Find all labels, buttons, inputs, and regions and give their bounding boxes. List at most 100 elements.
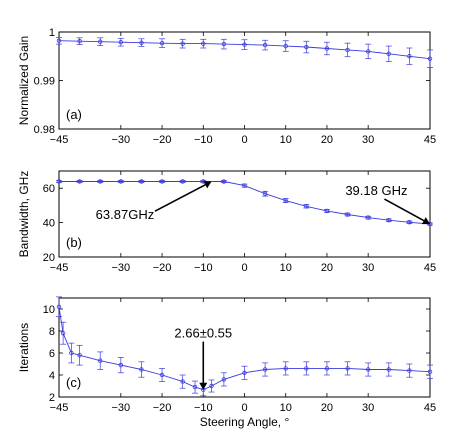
data-point [118,362,124,368]
x-tick-label: −30 [111,262,130,274]
data-point [283,198,288,203]
x-axis-label: Steering Angle, ° [200,415,290,429]
data-point [77,353,82,358]
data-point [427,56,433,61]
y-tick-label: 40 [43,218,55,230]
y-tick-label: 10 [43,304,55,316]
data-point [262,191,268,196]
x-tick-label: 0 [241,402,247,414]
data-point [221,179,227,184]
data-point [98,39,103,44]
y-tick-label: 20 [43,252,55,264]
data-point [304,204,309,209]
data-point [180,41,185,46]
data-point [221,377,227,382]
x-tick-label: −10 [194,262,213,274]
x-tick-label: 0 [241,134,247,146]
data-point [139,179,144,184]
data-point [345,366,350,371]
data-point [407,220,412,225]
data-point [56,304,62,309]
y-tick-label: 8 [49,326,55,338]
data-point [139,40,144,45]
annotation-label: 2.66±0.55 [174,326,232,341]
x-tick-label: −30 [111,134,130,146]
x-tick-label: −20 [153,262,172,274]
data-point [98,179,103,184]
data-point [386,367,391,372]
x-tick-label: −20 [153,402,172,414]
y-axis-label: Normalized Gain [17,36,31,125]
plot-frame-c [58,297,431,398]
data-point [118,39,124,45]
data-point [192,384,198,390]
data-point [69,350,74,356]
annotation-arrowhead [203,181,212,189]
annotation-label: 39.18 GHz [345,183,407,198]
data-point [365,215,371,220]
x-tick-label: −10 [194,402,213,414]
data-point [386,217,391,223]
data-point [304,366,309,371]
y-tick-label: 6 [49,348,55,360]
data-point [209,383,214,389]
data-point [139,367,144,372]
data-point [56,38,62,43]
data-point [365,367,371,372]
x-tick-label: 20 [321,262,333,274]
panel-label: (c) [66,375,81,390]
data-point [427,369,433,374]
data-point [345,47,350,53]
data-point [56,179,62,184]
data-point [324,366,330,371]
panel-a: −45 −30 −20 −10 0 10 20 30 45 0.98 0.99 1 Normalized… [17,27,436,146]
data-point [283,43,288,49]
x-tick-label: 45 [424,402,436,414]
x-tick-label: −45 [50,134,69,146]
x-tick-label: −20 [153,134,172,146]
x-tick-label: −45 [50,262,69,274]
data-point [180,179,185,184]
y-tick-label: 4 [49,370,55,382]
x-tick-label: −45 [50,402,69,414]
data-point [407,54,412,59]
data-point [159,179,165,184]
x-tick-label: 20 [321,134,333,146]
panel-c: −45 −30 −20 −10 0 10 20 30 45 2 4 6 8 10 Iterations Ste… [17,296,436,429]
data-point [365,49,371,54]
data-point [262,42,268,48]
x-tick-label: −10 [194,134,213,146]
data-point [77,39,82,44]
data-point [98,358,103,363]
y-tick-label: 1 [49,27,55,39]
panel-b: −45 −30 −20 −10 0 10 20 30 45 20 40 60 Bandwidth, GH… [17,170,436,274]
y-axis-label: Bandwidth, GHz [17,171,31,258]
data-point [159,40,165,46]
data-point [77,179,82,184]
annotation-arrowhead [199,382,208,390]
y-tick-label: 0.98 [34,124,55,136]
annotation-label: 63.87GHz [96,207,155,222]
data-point [262,367,268,372]
data-point [201,41,206,46]
data-point [242,42,247,47]
x-tick-label: −30 [111,402,130,414]
y-tick-label: 60 [43,183,55,195]
data-point [180,379,185,384]
data-point [221,41,227,47]
data-point [118,179,124,184]
panel-label: (a) [66,107,82,122]
x-tick-label: 45 [424,134,436,146]
data-point [242,183,247,188]
data-point [304,44,309,50]
data-point [242,370,247,375]
y-axis-label: Iterations [17,323,31,372]
data-point [386,51,391,57]
panel-label: (b) [66,235,82,250]
data-point [407,368,412,373]
x-tick-label: 10 [280,262,292,274]
y-tick-label: 2 [49,392,55,404]
data-point [60,331,66,336]
x-tick-label: 20 [321,402,333,414]
x-tick-label: 30 [362,402,374,414]
